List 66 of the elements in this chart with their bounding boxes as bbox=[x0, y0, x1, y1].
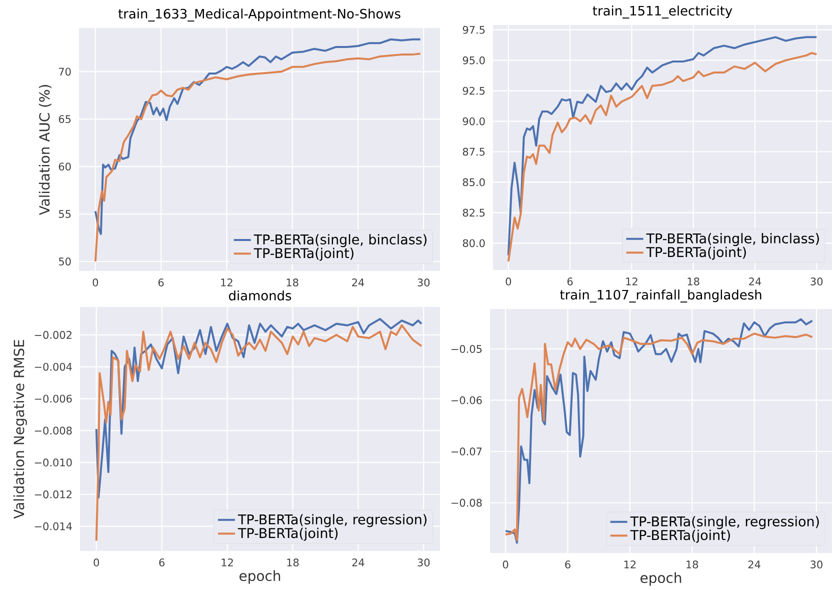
x-tick-label: 30 bbox=[418, 278, 430, 286]
x-tick-label: 6 bbox=[565, 560, 570, 568]
legend-label: TP-BERTa(single, regression) bbox=[238, 514, 426, 528]
x-tick-label: 0 bbox=[502, 560, 508, 568]
x-tick-label: 18 bbox=[686, 560, 698, 568]
y-tick-label: 95.0 bbox=[462, 56, 485, 64]
y-tick-label: 85.0 bbox=[462, 178, 485, 186]
y-tick-label: 60 bbox=[58, 162, 71, 171]
x-tick-label: 24 bbox=[352, 278, 364, 286]
y-tick-label: −0.06 bbox=[452, 396, 482, 404]
chart-title: train_1633_Medical-Appointment-No-Shows bbox=[118, 8, 400, 22]
x-tick-label: 24 bbox=[749, 278, 762, 286]
x-tick-label: 12 bbox=[222, 558, 233, 566]
y-tick-label: 55 bbox=[58, 210, 71, 218]
chart-title: diamonds bbox=[228, 290, 292, 300]
chart-title: train_1511_electricity bbox=[592, 6, 732, 18]
legend-label: TP-BERTa(single, regression) bbox=[630, 516, 819, 530]
x-tick-label: 18 bbox=[286, 278, 298, 286]
y-tick-label: 80.0 bbox=[462, 239, 485, 248]
y-tick-label: −0.006 bbox=[34, 394, 72, 403]
x-tick-label: 30 bbox=[810, 560, 822, 568]
legend-label: TP-BERTa(joint) bbox=[630, 530, 730, 543]
y-tick-label: 87.5 bbox=[462, 148, 485, 156]
y-axis-title: Validation AUC (%) bbox=[38, 84, 52, 216]
y-tick-label: 90.0 bbox=[462, 117, 485, 126]
y-tick-label: 65 bbox=[58, 115, 71, 124]
x-tick-label: 24 bbox=[748, 560, 760, 568]
legend-label: TP-BERTa(joint) bbox=[646, 246, 746, 260]
x-tick-label: 6 bbox=[567, 278, 573, 286]
y-tick-label: −0.08 bbox=[452, 498, 482, 507]
line-series bbox=[94, 38, 422, 235]
x-tick-label: 6 bbox=[159, 558, 164, 566]
y-tick-label: 82.5 bbox=[462, 208, 485, 217]
legend-label: TP-BERTa(joint) bbox=[254, 248, 354, 261]
x-tick-label: 30 bbox=[810, 278, 823, 286]
y-tick-label: −0.008 bbox=[34, 426, 72, 435]
y-tick-label: −0.014 bbox=[34, 522, 72, 530]
legend-label: TP-BERTa(single, binclass) bbox=[646, 233, 819, 246]
x-tick-label: 18 bbox=[688, 278, 700, 286]
x-tick-label: 12 bbox=[624, 560, 636, 568]
y-tick-label: −0.05 bbox=[452, 345, 482, 353]
chart-title: train_1107_rainfall_bangladesh bbox=[560, 290, 762, 302]
x-tick-label: 24 bbox=[352, 558, 364, 566]
y-tick-label: −0.07 bbox=[452, 448, 482, 456]
x-axis-title: epoch bbox=[640, 572, 682, 586]
y-axis-title: Validation Negative RMSE bbox=[13, 340, 27, 519]
line-series bbox=[95, 318, 422, 499]
x-tick-label: 12 bbox=[626, 278, 638, 286]
x-axis-title: epoch bbox=[240, 570, 280, 584]
y-tick-label: 50 bbox=[58, 258, 71, 266]
x-tick-label: 6 bbox=[158, 278, 164, 286]
y-tick-label: −0.010 bbox=[34, 458, 72, 466]
y-tick-label: 70 bbox=[59, 68, 71, 76]
y-tick-label: 97.5 bbox=[462, 26, 485, 34]
x-tick-label: 30 bbox=[418, 558, 430, 566]
x-tick-label: 0 bbox=[94, 558, 99, 566]
y-tick-label: −0.012 bbox=[34, 490, 72, 498]
y-tick-label: −0.002 bbox=[34, 330, 72, 339]
legend-label: TP-BERTa(single, binclass) bbox=[254, 234, 426, 248]
y-tick-label: −0.004 bbox=[34, 362, 72, 371]
x-tick-label: 0 bbox=[506, 278, 512, 286]
x-tick-label: 18 bbox=[287, 558, 299, 566]
x-tick-label: 0 bbox=[92, 278, 98, 286]
legend-label: TP-BERTa(joint) bbox=[238, 528, 338, 541]
y-tick-label: 92.5 bbox=[462, 86, 485, 95]
x-tick-label: 12 bbox=[221, 278, 232, 286]
